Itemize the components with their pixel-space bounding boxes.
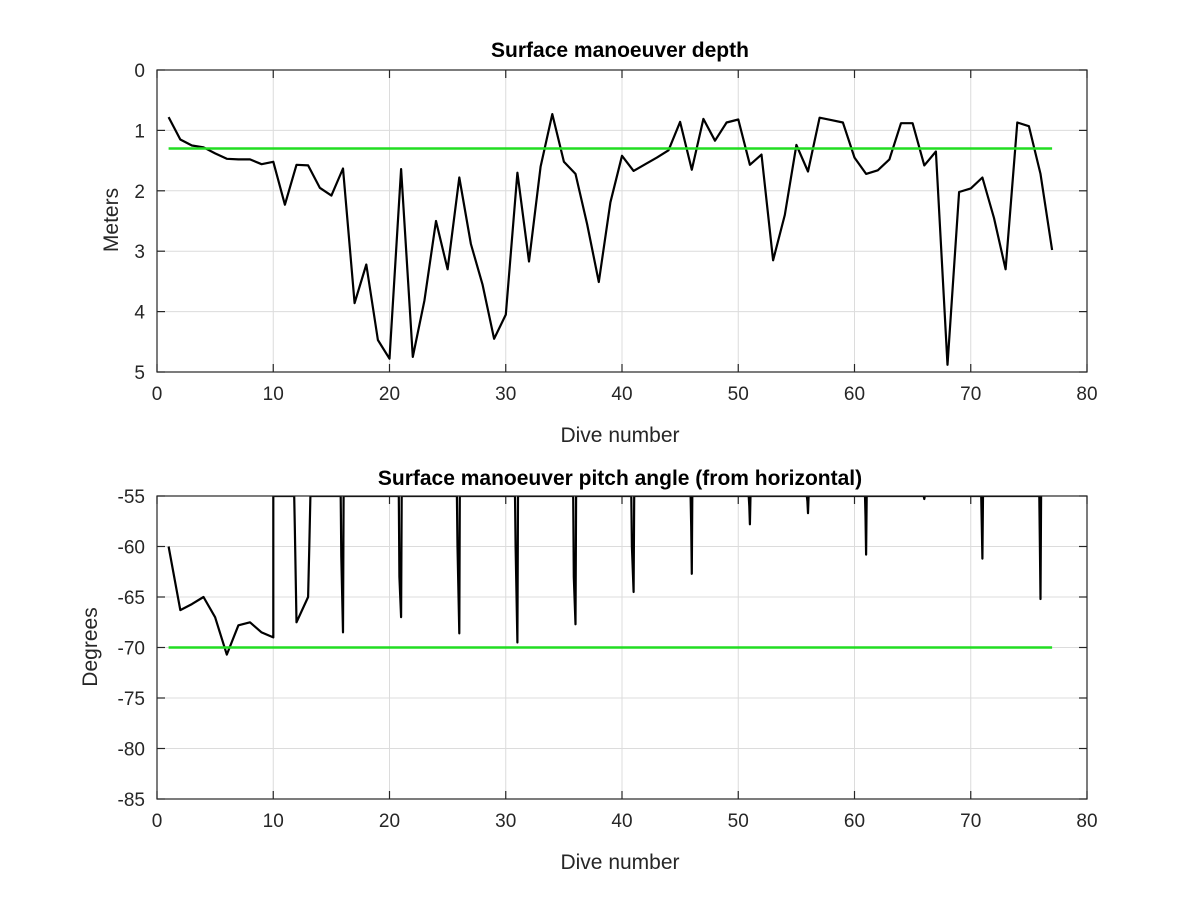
depth-chart-xtick-label: 50 [728,384,749,405]
pitch-chart-xtick-label: 40 [611,811,632,832]
depth-chart-xtick-label: 0 [152,384,163,405]
depth-chart-ytick-label: 3 [134,242,145,263]
depth-chart-xtick-label: 20 [379,384,400,405]
pitch-chart-xtick-label: 10 [263,811,284,832]
depth-chart-data-line [167,112,1054,366]
pitch-chart-series-group [167,496,1053,656]
depth-chart: Surface manoeuver depth Dive number Mete… [100,39,1098,447]
pitch-chart-ytick-label: -85 [118,790,145,811]
depth-chart-ytick-label: 2 [134,182,145,203]
depth-chart-ytick-label: 0 [134,61,145,82]
depth-chart-title: Surface manoeuver depth [491,39,749,62]
pitch-chart-frame [156,495,1088,800]
depth-chart-ytick-label: 1 [134,121,145,142]
pitch-chart-ytick-label: -70 [118,639,145,660]
pitch-chart-ytick-label: -80 [118,740,145,761]
pitch-chart-ytick-label: -60 [118,538,145,559]
pitch-chart-xtick-label: 30 [495,811,516,832]
depth-chart-ylabel: Meters [100,188,123,252]
depth-chart-xtick-label: 80 [1076,384,1097,405]
pitch-chart-xtick-label: 70 [960,811,981,832]
pitch-chart-ytick-label: -75 [118,689,145,710]
pitch-chart-xtick-label: 20 [379,811,400,832]
pitch-chart-data-line [167,496,1043,656]
pitch-chart-xtick-label: 60 [844,811,865,832]
depth-chart-ytick-label: 5 [134,363,145,384]
depth-chart-xtick-label: 10 [263,384,284,405]
depth-chart-ytick-label: 4 [134,303,145,324]
pitch-chart-xtick-label: 0 [152,811,163,832]
pitch-chart-xtick-label: 80 [1076,811,1097,832]
depth-chart-xtick-label: 70 [960,384,981,405]
pitch-chart-xtick-label: 50 [728,811,749,832]
pitch-chart-xlabel: Dive number [560,851,679,874]
depth-chart-xtick-label: 40 [611,384,632,405]
depth-chart-series-group [167,112,1054,366]
depth-chart-xtick-label: 30 [495,384,516,405]
depth-chart-xlabel: Dive number [560,424,679,447]
depth-chart-xtick-label: 60 [844,384,865,405]
depth-chart-frame [156,69,1088,373]
pitch-chart-ylabel: Degrees [79,607,102,686]
pitch-chart-ytick-label: -65 [118,588,145,609]
pitch-chart-title: Surface manoeuver pitch angle (from hori… [378,467,862,490]
pitch-chart: Surface manoeuver pitch angle (from hori… [79,467,1098,874]
pitch-chart-ytick-label: -55 [118,487,145,508]
